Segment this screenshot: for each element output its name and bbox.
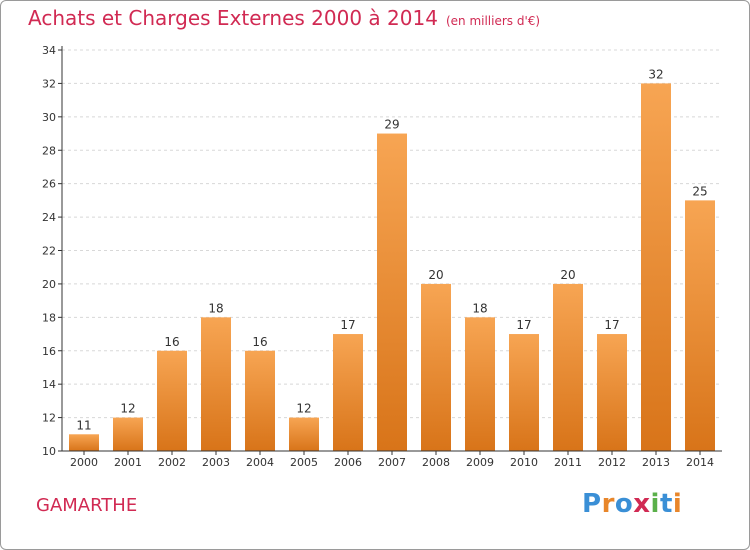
x-tick-label: 2009 [466,456,494,469]
bar [465,317,495,451]
logo-letter: P [582,489,602,519]
bar [113,417,143,451]
proxiti-logo[interactable]: Proxiti [582,489,682,519]
bar [421,283,451,451]
data-label: 17 [604,318,619,332]
y-tick-label: 34 [42,44,56,57]
y-tick-label: 32 [42,77,56,90]
y-tick-label: 10 [42,445,56,458]
bar [377,133,407,451]
bar [641,83,671,452]
bar [685,200,715,451]
x-tick-label: 2006 [334,456,362,469]
chart-title-text: Achats et Charges Externes 2000 à 2014 [28,6,438,30]
chart-subtitle: (en milliers d'€) [445,14,541,28]
y-tick-label: 20 [42,278,56,291]
data-label: 29 [384,118,399,132]
x-tick-label: 2012 [598,456,626,469]
logo-letter: i [672,489,683,519]
y-tick-label: 12 [42,412,56,425]
data-label: 18 [208,301,223,315]
x-tick-label: 2010 [510,456,538,469]
chart-title: Achats et Charges Externes 2000 à 2014 (e… [28,6,540,30]
x-tick-label: 2013 [642,456,670,469]
data-label: 17 [340,318,355,332]
logo-letter: r [601,489,615,519]
x-tick-label: 2007 [378,456,406,469]
y-tick-label: 18 [42,311,56,324]
data-label: 16 [252,335,267,349]
commune-name: GAMARTHE [36,495,138,516]
bar [69,434,99,451]
x-tick-label: 2000 [70,456,98,469]
data-label: 16 [164,335,179,349]
logo-letter: x [633,489,651,519]
y-tick-label: 14 [42,378,56,391]
x-tick-label: 2005 [290,456,318,469]
data-label: 20 [560,268,575,282]
y-tick-label: 26 [42,178,56,191]
y-tick-label: 22 [42,245,56,258]
bar [509,334,539,451]
y-tick-label: 30 [42,111,56,124]
x-tick-label: 2003 [202,456,230,469]
x-tick-label: 2004 [246,456,274,469]
bar [333,334,363,451]
data-label: 11 [76,418,91,432]
bar [597,334,627,451]
logo-letter: i [650,489,660,519]
data-label: 17 [516,318,531,332]
x-tick-label: 2011 [554,456,582,469]
y-tick-label: 28 [42,144,56,157]
logo-letter: o [614,489,634,519]
data-label: 32 [648,67,663,81]
y-tick-label: 16 [42,345,56,358]
y-tick-label: 24 [42,211,56,224]
x-tick-label: 2014 [686,456,714,469]
bar [289,417,319,451]
bar [157,350,187,451]
bar [553,283,583,451]
logo-letter: t [659,489,673,519]
x-tick-label: 2002 [158,456,186,469]
x-tick-label: 2001 [114,456,142,469]
bar [201,317,231,451]
data-label: 12 [296,402,311,416]
bar [245,350,275,451]
data-label: 25 [692,184,707,198]
x-tick-label: 2008 [422,456,450,469]
data-label: 20 [428,268,443,282]
data-label: 12 [120,402,135,416]
data-label: 18 [472,301,487,315]
